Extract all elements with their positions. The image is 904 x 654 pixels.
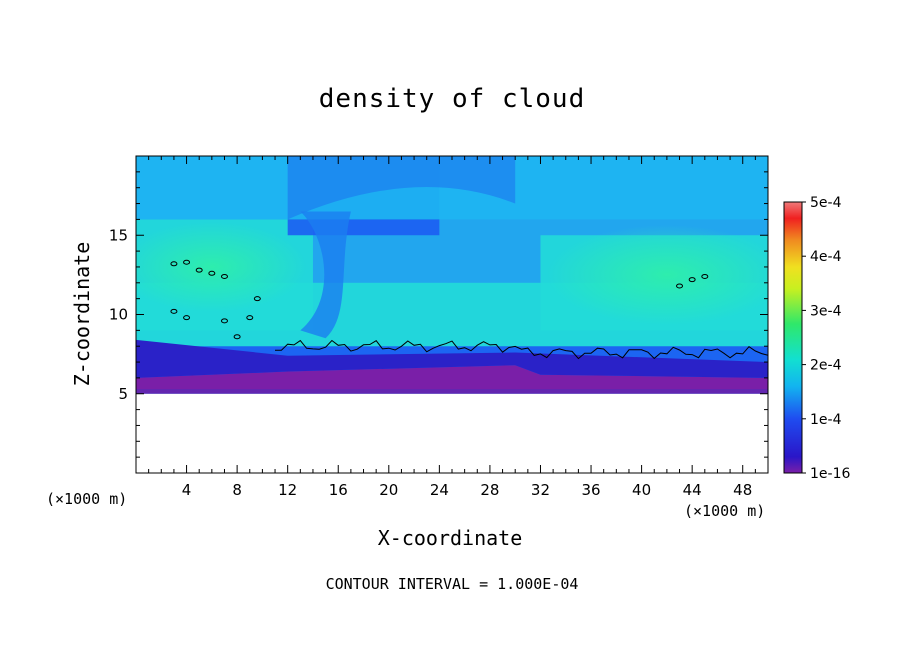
contour-blob — [676, 283, 684, 289]
contour-blob — [220, 273, 228, 279]
colorbar-tick-label: 2e-4 — [810, 358, 842, 374]
upper-band — [287, 156, 516, 220]
x-tick-label: 12 — [278, 481, 297, 499]
field-layer — [136, 156, 768, 394]
contour-blob — [253, 296, 261, 302]
y-axis-label: Z-coordinate — [70, 241, 94, 387]
x-tick-label: 44 — [683, 481, 702, 499]
contour-blob — [183, 259, 191, 265]
x-axis-label: X-coordinate — [377, 526, 523, 550]
chart-title: density of cloud — [318, 84, 586, 114]
x-tick-label: 16 — [329, 481, 348, 499]
y-tick-label: 5 — [118, 385, 128, 403]
colorbar-tick-label: 1e-4 — [810, 412, 842, 428]
contour-interval-note: CONTOUR INTERVAL = 1.000E-04 — [325, 575, 579, 593]
x-tick-label: 36 — [581, 481, 600, 499]
base-band — [136, 365, 768, 389]
x-tick-label: 40 — [632, 481, 651, 499]
core-left — [136, 221, 307, 312]
x-tick-label: 24 — [430, 481, 449, 499]
lower-blue-band — [136, 339, 768, 378]
contour-blob — [195, 267, 203, 273]
colorbar-tick-label: 4e-4 — [810, 249, 842, 265]
x-axis: 4 8 12 16 20 24 28 32 36 40 44 48 — [148, 156, 756, 499]
contour-line — [275, 339, 768, 360]
contour-blob — [170, 261, 178, 267]
contour-blob — [183, 315, 191, 321]
colorbar-tick-label: 5e-4 — [810, 195, 842, 211]
colorbar: 1e-16 1e-4 2e-4 3e-4 4e-4 5e-4 — [783, 195, 850, 482]
x-tick-label: 20 — [379, 481, 398, 499]
x-unit-left: (×1000 m) — [46, 490, 128, 508]
x-tick-label: 48 — [733, 481, 752, 499]
contour-blob — [701, 273, 709, 279]
core-right — [546, 224, 768, 325]
y-tick-label: 10 — [109, 306, 128, 324]
plume-stem — [300, 211, 351, 339]
x-tick-label: 32 — [531, 481, 550, 499]
contour-blob — [233, 334, 241, 340]
contour-blob — [220, 318, 228, 324]
contour-blob — [208, 270, 216, 276]
contour-blob — [246, 315, 254, 321]
x-tick-label: 4 — [182, 481, 192, 499]
x-tick-label: 28 — [480, 481, 499, 499]
colorbar-gradient — [783, 201, 803, 474]
contour-blob — [170, 308, 178, 314]
y-tick-label: 15 — [109, 226, 128, 244]
colorbar-tick-label: 3e-4 — [810, 303, 842, 319]
x-tick-label: 8 — [232, 481, 242, 499]
colorbar-tick-label: 1e-16 — [810, 466, 850, 482]
contour-blob — [688, 277, 696, 283]
y-axis: 5 10 15 — [109, 171, 768, 458]
x-unit-right: (×1000 m) — [684, 502, 766, 520]
